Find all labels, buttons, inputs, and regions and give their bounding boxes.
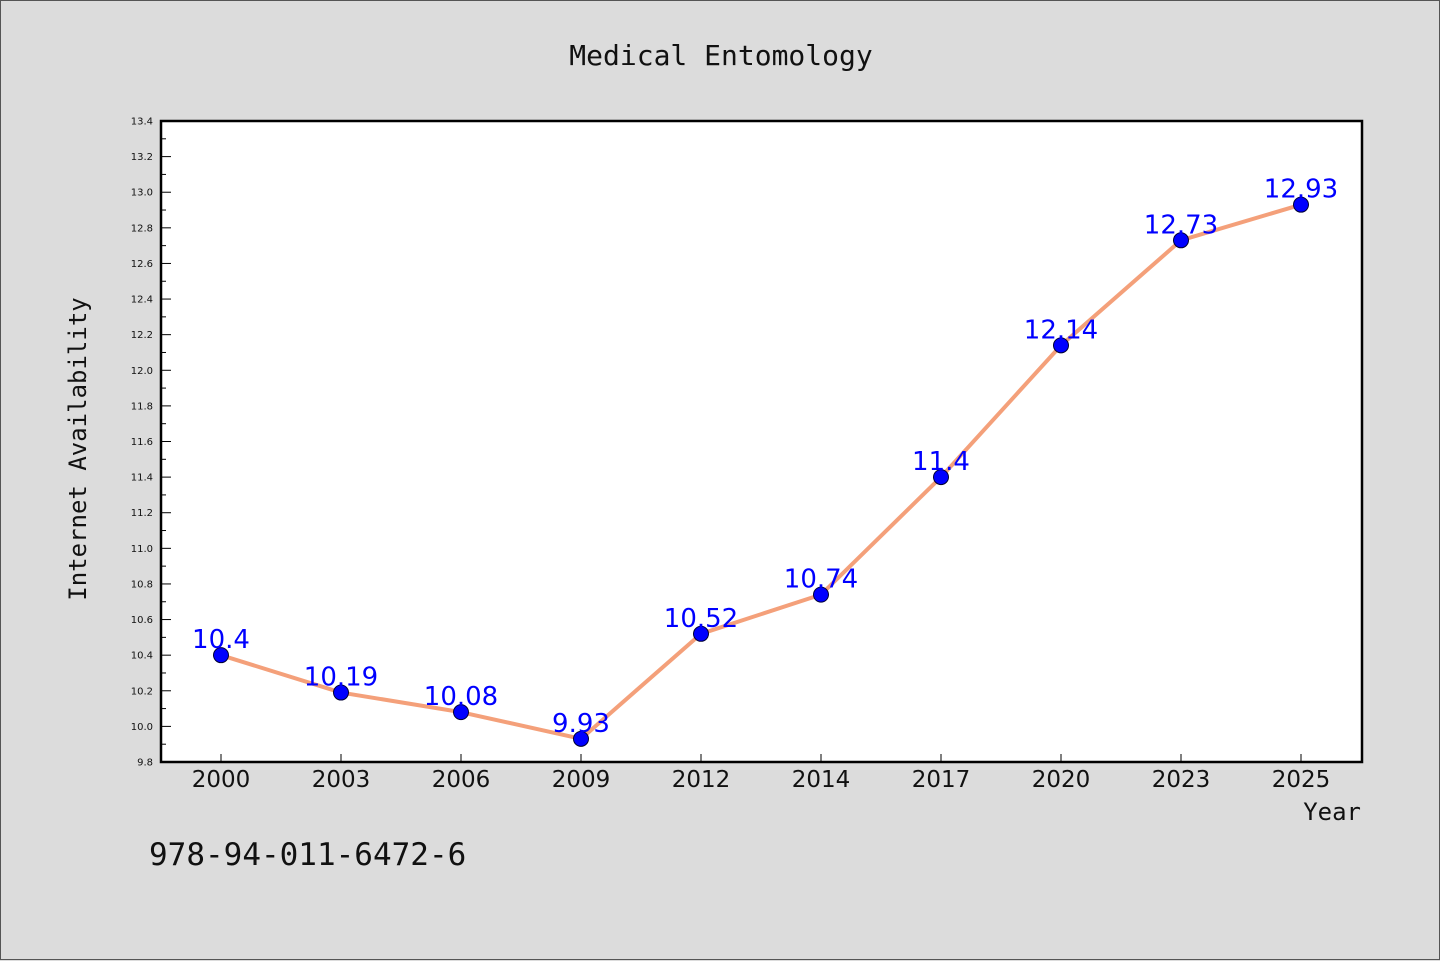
chart-title: Medical Entomology — [569, 39, 872, 72]
x-tick-label: 2006 — [432, 767, 491, 793]
data-point — [813, 586, 829, 603]
y-tick-label: 12.8 — [131, 223, 153, 234]
data-labels-group: 10.4 10.19 10.08 9.93 10.52 10.74 11.4 12.14 12.… — [192, 175, 1338, 739]
data-point — [573, 730, 589, 747]
data-label: 9.93 — [552, 709, 610, 739]
data-label: 10.52 — [664, 604, 738, 634]
y-tick-label: 12.4 — [131, 295, 153, 306]
data-points-group — [213, 196, 1309, 747]
y-tick-label: 11.0 — [131, 544, 153, 555]
x-axis-ticks: 2000 2003 2006 2009 2012 2014 2017 2020 2023 2025 — [192, 754, 1331, 793]
y-tick-label: 13.4 — [131, 117, 153, 128]
x-tick-label: 2023 — [1152, 767, 1211, 793]
y-tick-label: 11.2 — [131, 508, 153, 519]
data-point — [693, 625, 709, 642]
y-tick-label: 10.4 — [131, 651, 153, 662]
y-tick-label: 13.2 — [131, 152, 153, 163]
y-tick-label: 12.0 — [131, 366, 153, 377]
data-point — [1053, 337, 1069, 354]
y-tick-label: 9.8 — [137, 758, 153, 769]
data-label: 12.93 — [1264, 175, 1338, 205]
x-tick-label: 2003 — [312, 767, 371, 793]
x-tick-label: 2020 — [1032, 767, 1091, 793]
isbn-annotation: 978-94-011-6472-6 — [149, 837, 466, 873]
data-point — [213, 647, 229, 664]
y-tick-label: 12.6 — [131, 259, 153, 270]
data-label: 12.73 — [1144, 210, 1218, 240]
x-tick-label: 2000 — [192, 767, 251, 793]
y-tick-label: 10.6 — [131, 615, 153, 626]
y-tick-label: 10.2 — [131, 686, 153, 697]
data-point — [933, 469, 949, 486]
data-label: 12.14 — [1024, 315, 1098, 345]
x-tick-label: 2025 — [1272, 767, 1331, 793]
y-tick-label: 11.4 — [131, 473, 153, 484]
data-label: 11.4 — [912, 447, 970, 477]
y-tick-label: 13.0 — [131, 188, 153, 199]
data-point — [1173, 232, 1189, 249]
y-tick-label: 10.0 — [131, 722, 153, 733]
y-tick-label: 12.2 — [131, 330, 153, 341]
data-label: 10.4 — [192, 625, 250, 655]
x-tick-label: 2017 — [912, 767, 971, 793]
data-point — [453, 704, 469, 721]
y-axis-label: Internet Availability — [64, 297, 92, 600]
y-tick-label: 11.8 — [131, 401, 153, 412]
y-axis-ticks: 9.8 10.0 10.2 10.4 10.6 10.8 11.0 11.2 11.4 11.6 1… — [131, 117, 171, 769]
data-point — [1293, 196, 1309, 213]
x-tick-label: 2012 — [672, 767, 731, 793]
series-line-group — [220, 202, 1302, 741]
data-point — [333, 684, 349, 701]
data-label: 10.08 — [424, 682, 498, 712]
plot-area — [159, 119, 1364, 764]
series-line — [220, 202, 1302, 741]
data-label: 10.19 — [304, 663, 378, 693]
y-tick-label: 11.6 — [131, 437, 153, 448]
x-tick-label: 2014 — [792, 767, 851, 793]
x-tick-label: 2009 — [552, 767, 611, 793]
data-label: 10.74 — [784, 565, 858, 595]
y-tick-label: 10.8 — [131, 579, 153, 590]
x-axis-label: Year — [1303, 798, 1361, 826]
